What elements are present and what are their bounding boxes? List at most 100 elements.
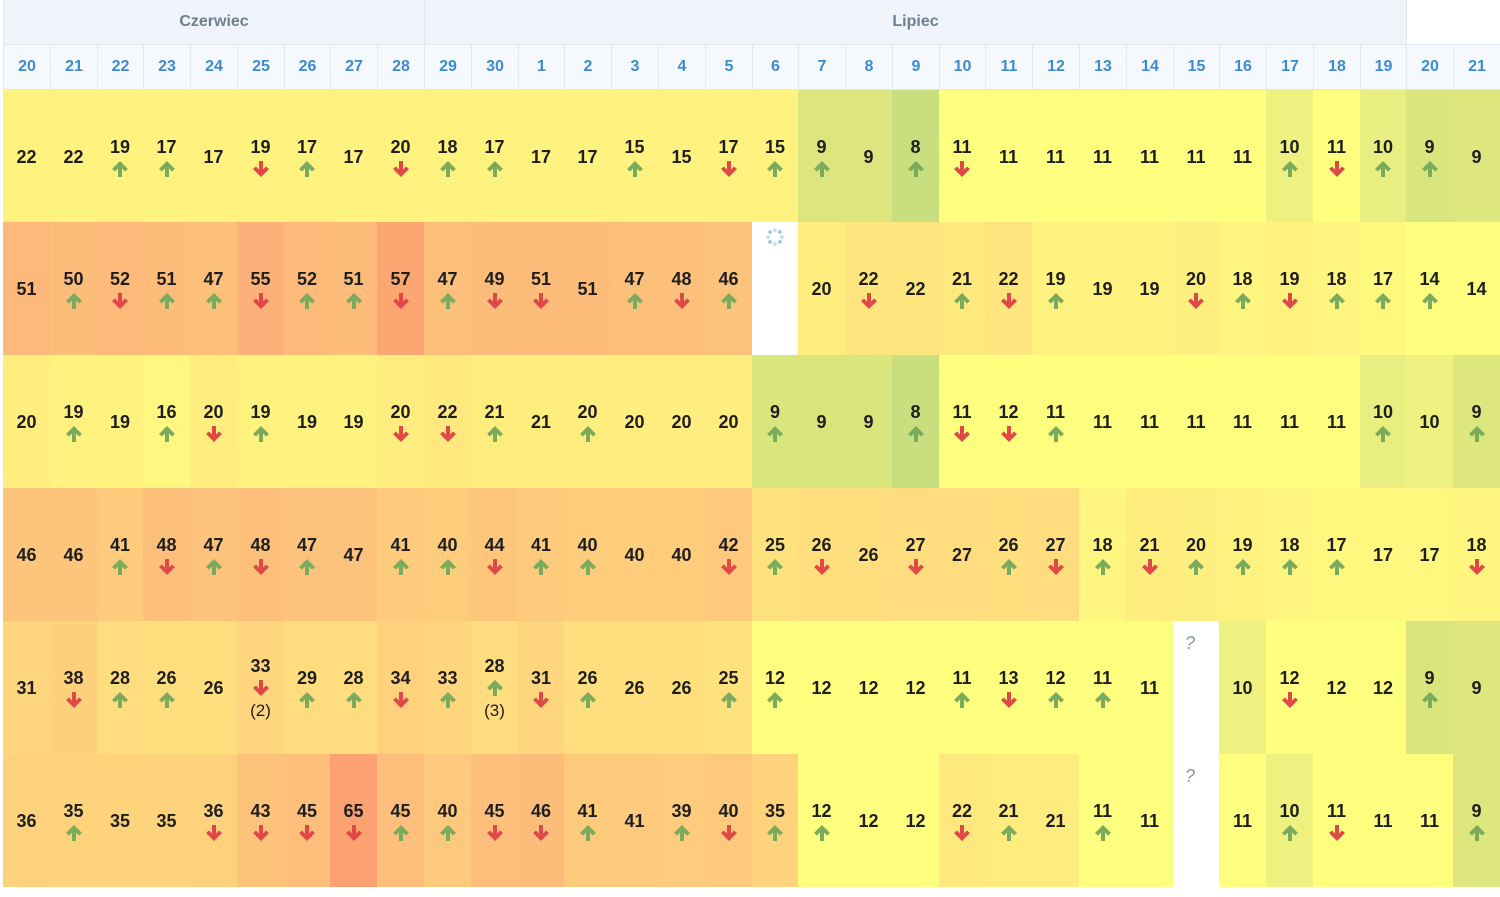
table-cell[interactable]: 11	[1219, 355, 1266, 488]
day-header[interactable]: 12	[1032, 45, 1079, 90]
day-header[interactable]: 15	[1173, 45, 1219, 90]
table-cell[interactable]: 38	[50, 621, 97, 754]
table-cell[interactable]: 11	[1313, 355, 1360, 488]
day-header[interactable]: 17	[1266, 45, 1313, 90]
table-cell[interactable]: 35	[50, 754, 97, 887]
table-cell[interactable]	[752, 222, 798, 355]
table-cell[interactable]: 15	[611, 90, 658, 223]
table-cell[interactable]: 19	[1032, 222, 1079, 355]
day-header[interactable]: 23	[143, 45, 190, 90]
table-cell[interactable]: 9	[845, 355, 892, 488]
table-cell[interactable]: 17	[1406, 488, 1453, 621]
table-cell[interactable]: 11	[1173, 90, 1219, 223]
day-header[interactable]: 1	[518, 45, 564, 90]
day-header[interactable]: 7	[798, 45, 845, 90]
table-cell[interactable]: 45	[284, 754, 330, 887]
table-cell[interactable]: 51	[143, 222, 190, 355]
table-cell[interactable]: 22	[939, 754, 985, 887]
table-cell[interactable]: 12	[892, 754, 939, 887]
table-cell[interactable]: 11	[1219, 754, 1266, 887]
table-cell[interactable]: 19	[97, 90, 143, 223]
table-cell[interactable]: 12	[1313, 621, 1360, 754]
table-cell[interactable]: 19	[97, 355, 143, 488]
day-header[interactable]: 2	[564, 45, 611, 90]
table-cell[interactable]: 11	[1126, 621, 1173, 754]
table-cell[interactable]: 40	[564, 488, 611, 621]
table-cell[interactable]: 47	[190, 222, 237, 355]
table-cell[interactable]: 41	[611, 754, 658, 887]
table-cell[interactable]: 48	[658, 222, 705, 355]
table-cell[interactable]: 16	[143, 355, 190, 488]
table-cell[interactable]: 11	[1360, 754, 1406, 887]
day-header[interactable]: 14	[1126, 45, 1173, 90]
table-cell[interactable]: 17	[1360, 488, 1406, 621]
table-cell[interactable]: 50	[50, 222, 97, 355]
table-cell[interactable]: 19	[237, 90, 284, 223]
table-cell[interactable]: 11	[1079, 754, 1126, 887]
table-cell[interactable]: 28	[97, 621, 143, 754]
table-cell[interactable]: 21	[985, 754, 1032, 887]
table-cell[interactable]: 52	[284, 222, 330, 355]
day-header[interactable]: 22	[97, 45, 143, 90]
table-cell[interactable]: 11	[1032, 355, 1079, 488]
table-cell[interactable]: 47	[330, 488, 377, 621]
table-cell[interactable]: 9	[798, 90, 845, 223]
table-cell[interactable]: 17	[471, 90, 518, 223]
table-cell[interactable]: 17	[564, 90, 611, 223]
table-cell[interactable]: 11	[1313, 90, 1360, 223]
table-cell[interactable]: 10	[1266, 90, 1313, 223]
table-cell[interactable]: 33 (2)	[237, 621, 284, 754]
table-cell[interactable]: 9	[845, 90, 892, 223]
table-cell[interactable]: 12	[752, 621, 798, 754]
day-header[interactable]: 6	[752, 45, 798, 90]
table-cell[interactable]: 20	[190, 355, 237, 488]
table-cell[interactable]: 12	[892, 621, 939, 754]
table-cell[interactable]: 20	[1173, 488, 1219, 621]
table-cell[interactable]: 11	[985, 90, 1032, 223]
table-cell[interactable]: 55	[237, 222, 284, 355]
table-cell[interactable]: 25	[705, 621, 752, 754]
day-header[interactable]: 18	[1313, 45, 1360, 90]
table-cell[interactable]: 18	[1219, 222, 1266, 355]
table-cell[interactable]: 9	[752, 355, 798, 488]
table-cell[interactable]: 19	[237, 355, 284, 488]
table-cell[interactable]: 31	[518, 621, 564, 754]
table-cell[interactable]: ?	[1173, 754, 1219, 887]
table-cell[interactable]: 11	[1219, 90, 1266, 223]
table-cell[interactable]: 15	[658, 90, 705, 223]
table-cell[interactable]: 52	[97, 222, 143, 355]
table-cell[interactable]: 26	[143, 621, 190, 754]
table-cell[interactable]: 13	[985, 621, 1032, 754]
table-cell[interactable]: 18	[424, 90, 471, 223]
day-header[interactable]: 28	[377, 45, 424, 90]
table-cell[interactable]: 51	[564, 222, 611, 355]
table-cell[interactable]: 20	[564, 355, 611, 488]
table-cell[interactable]: 14	[1406, 222, 1453, 355]
table-cell[interactable]: 22	[424, 355, 471, 488]
table-cell[interactable]: 10	[1406, 355, 1453, 488]
table-cell[interactable]: 20	[3, 355, 50, 488]
table-cell[interactable]: 12	[845, 754, 892, 887]
table-cell[interactable]: 42	[705, 488, 752, 621]
table-cell[interactable]: 20	[377, 355, 424, 488]
table-cell[interactable]: 11	[1032, 90, 1079, 223]
table-cell[interactable]: 51	[518, 222, 564, 355]
day-header[interactable]: 21	[1453, 45, 1500, 90]
table-cell[interactable]: 18	[1453, 488, 1500, 621]
day-header[interactable]: 21	[50, 45, 97, 90]
table-cell[interactable]: 36	[3, 754, 50, 887]
table-cell[interactable]: 11	[1406, 754, 1453, 887]
day-header[interactable]: 10	[939, 45, 985, 90]
day-header[interactable]: 3	[611, 45, 658, 90]
table-cell[interactable]: 40	[658, 488, 705, 621]
table-cell[interactable]: 51	[3, 222, 50, 355]
table-cell[interactable]: 26	[564, 621, 611, 754]
table-cell[interactable]: 17	[1313, 488, 1360, 621]
table-cell[interactable]: 9	[1406, 90, 1453, 223]
table-cell[interactable]: 28	[330, 621, 377, 754]
table-cell[interactable]: 44	[471, 488, 518, 621]
table-cell[interactable]: 29	[284, 621, 330, 754]
table-cell[interactable]: 34	[377, 621, 424, 754]
table-cell[interactable]: 46	[518, 754, 564, 887]
table-cell[interactable]: 51	[330, 222, 377, 355]
